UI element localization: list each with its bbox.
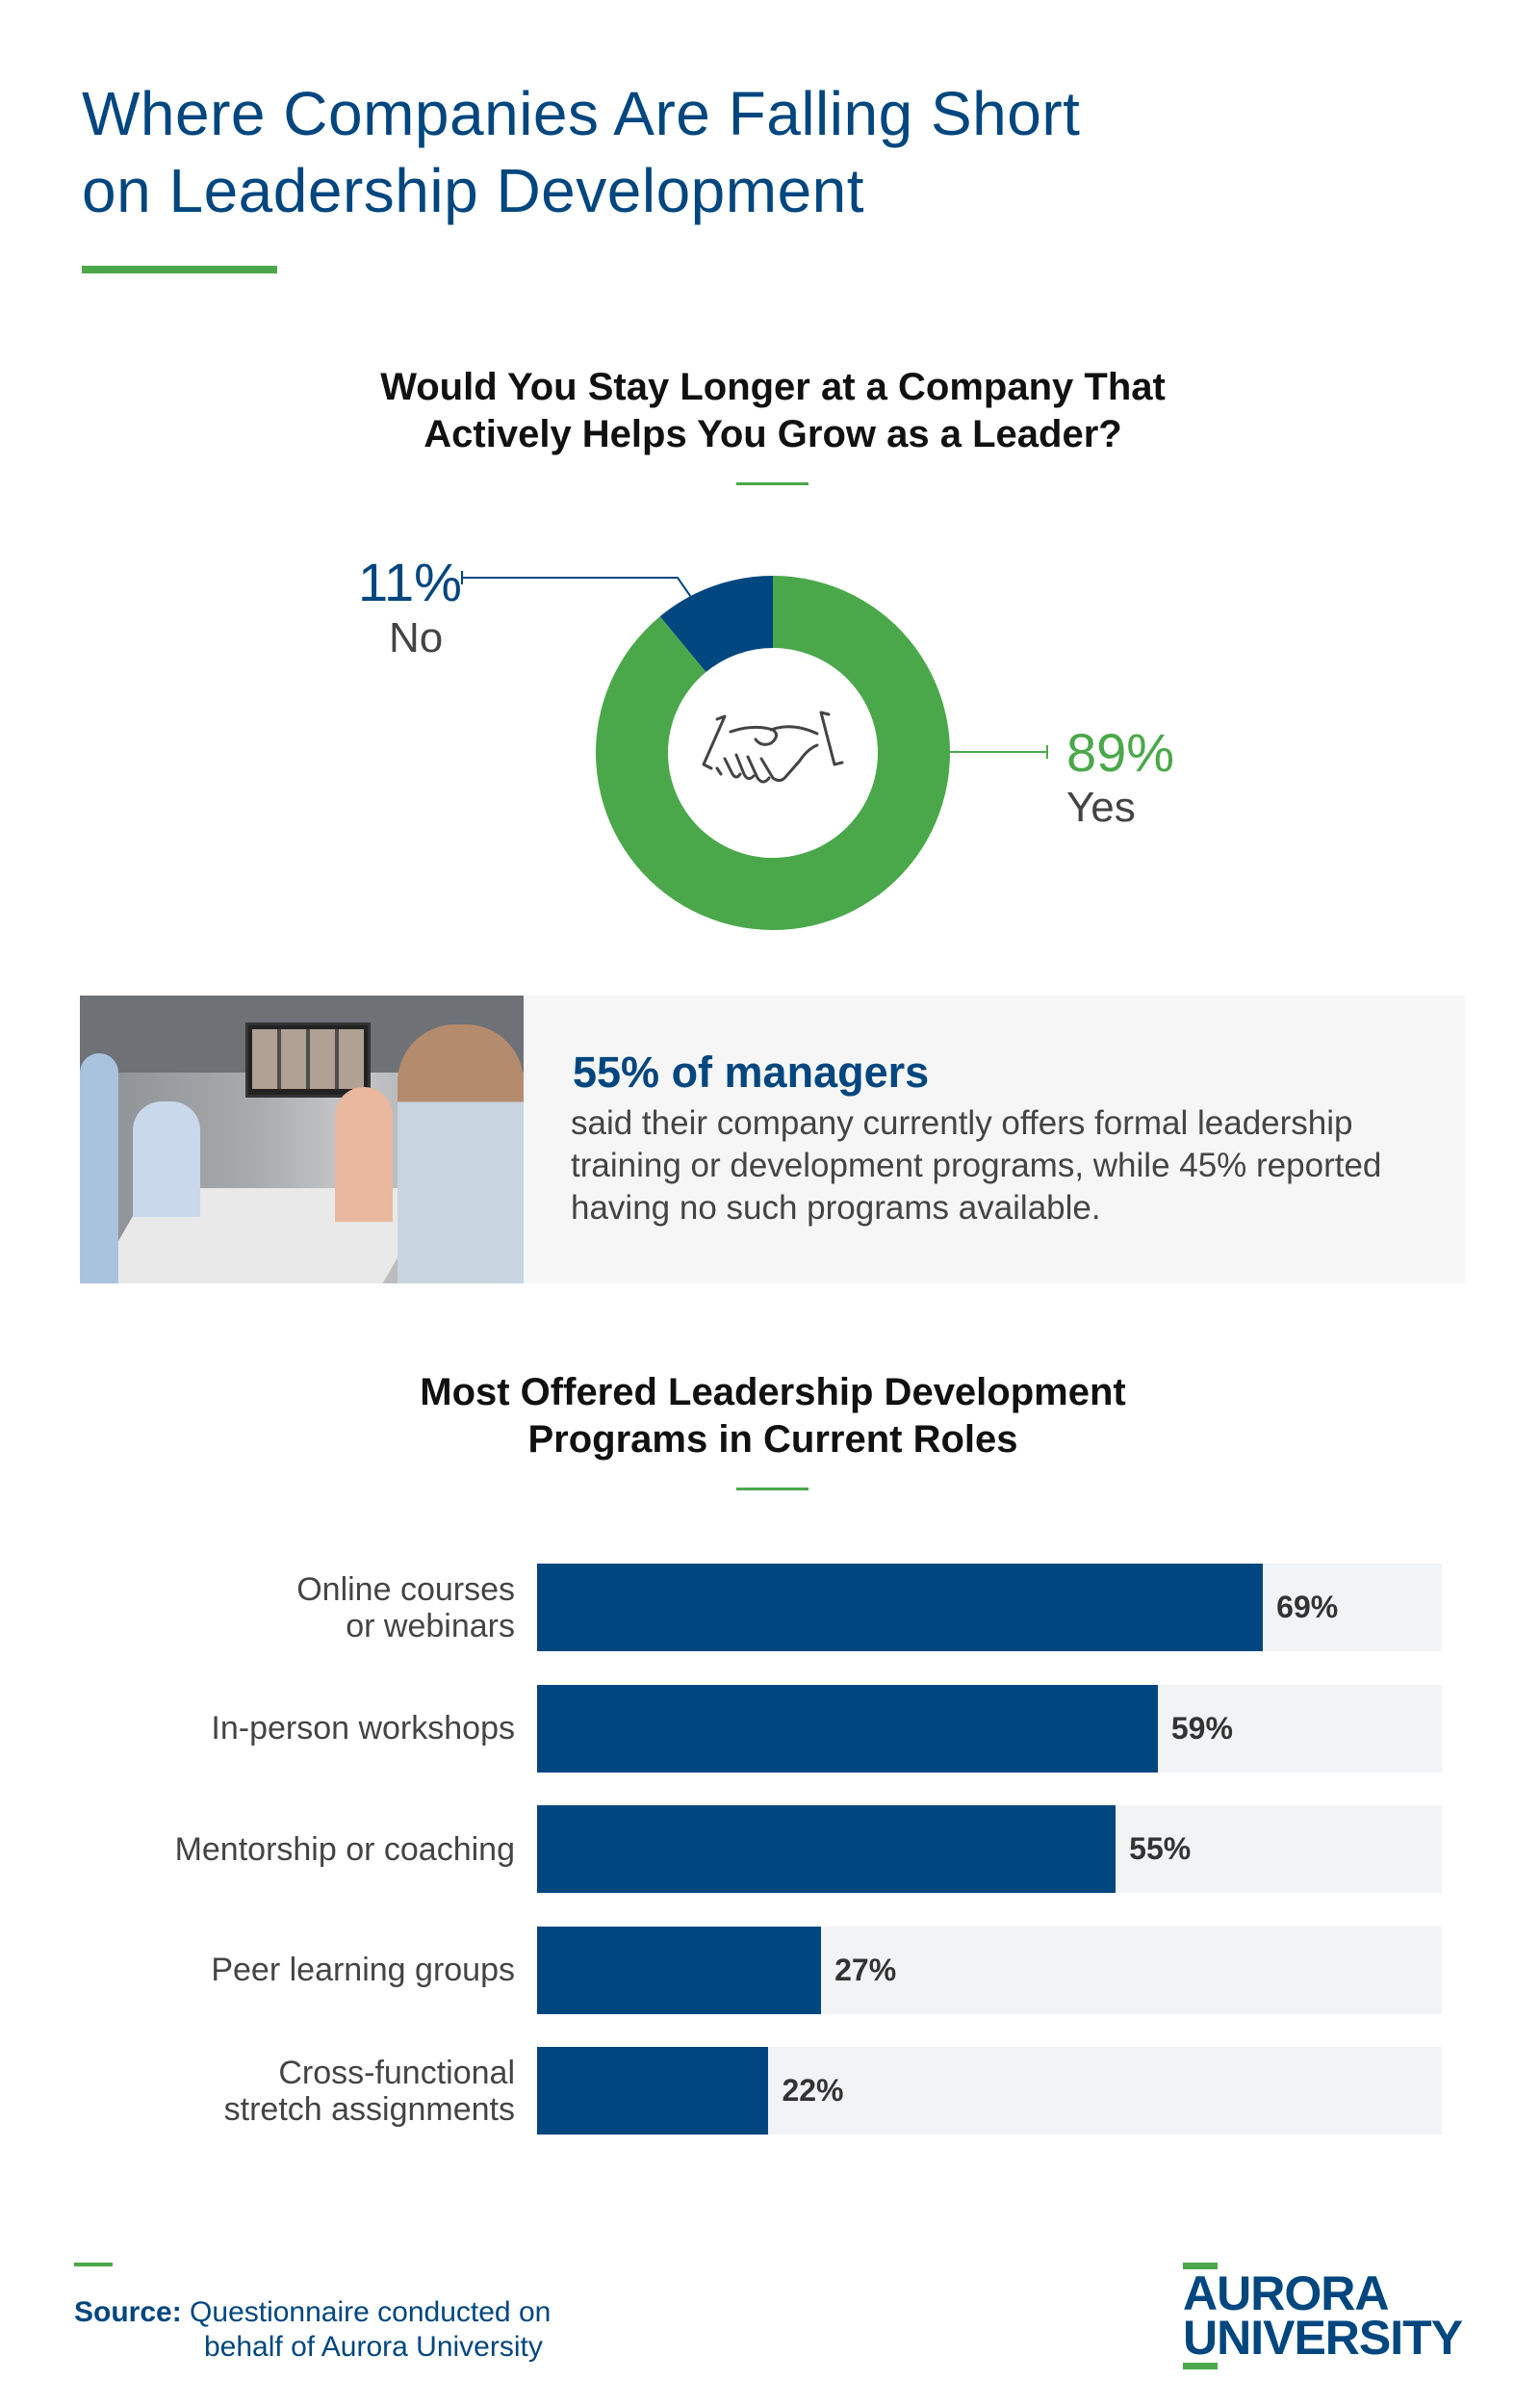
- bar: [537, 1564, 1264, 1651]
- category-line: Online courses: [296, 1570, 515, 1608]
- logo-line: AURORA: [1183, 2266, 1389, 2320]
- category-line: In-person workshops: [211, 1710, 515, 1747]
- video-screen: [245, 1022, 371, 1098]
- bar: [537, 1805, 1116, 1893]
- source-label: Source:: [74, 2296, 182, 2328]
- bar: [537, 1684, 1158, 1773]
- donut-title-divider: [736, 482, 808, 485]
- bar-title-divider: [736, 1488, 808, 1490]
- donut-title-line: Actively Helps You Grow as a Leader?: [424, 413, 1122, 455]
- source-line: behalf of Aurora University: [204, 2331, 543, 2363]
- title-divider: [82, 266, 277, 273]
- bar-title-line: Programs in Current Roles: [527, 1418, 1018, 1461]
- aurora-university-logo: AURORA UNIVERSITY: [1183, 2263, 1491, 2370]
- yes-label: Yes: [1066, 784, 1136, 831]
- donut-title: Would You Stay Longer at a Company That A…: [0, 364, 1540, 458]
- page-title: Where Companies Are Falling Short on Lead…: [82, 75, 1080, 229]
- bar-category-label: Mentorship or coaching: [175, 1831, 515, 1868]
- title-line: on Leadership Development: [82, 156, 865, 225]
- yes-percent: 89%: [1066, 722, 1175, 783]
- title-line: Where Companies Are Falling Short: [82, 79, 1081, 148]
- bar-category-label: In-person workshops: [211, 1710, 515, 1747]
- bar-chart-title: Most Offered Leadership Development Progr…: [0, 1369, 1540, 1463]
- no-percent: 11%: [358, 552, 462, 612]
- bar: [537, 1926, 822, 2014]
- bar-category-label: Peer learning groups: [211, 1952, 515, 1988]
- bar-value-label: 55%: [1129, 1831, 1192, 1866]
- donut-slice-no: [659, 576, 773, 673]
- bar-value-label: 22%: [782, 2073, 844, 2108]
- category-line: Peer learning groups: [211, 1952, 515, 1988]
- no-label: No: [389, 614, 444, 661]
- no-leader-line: [462, 577, 696, 604]
- stat-callout-panel: [524, 996, 1465, 1283]
- source-divider: [74, 2263, 113, 2266]
- category-line: stretch assignments: [223, 2090, 515, 2128]
- source-line: Questionnaire conducted on: [190, 2296, 552, 2328]
- bar-category-label: Cross-functional stretch assignments: [224, 2055, 515, 2128]
- category-line: Cross-functional: [278, 2054, 515, 2091]
- meeting-photo: [80, 996, 524, 1283]
- stat-headline: 55% of managers: [573, 1048, 930, 1097]
- category-line: or webinars: [346, 1607, 515, 1644]
- bar: [537, 2047, 769, 2135]
- bar-value-label: 59%: [1170, 1710, 1233, 1746]
- bar-title-line: Most Offered Leadership Development: [420, 1371, 1126, 1413]
- source-note: Source: Questionnaire conducted on behal…: [74, 2295, 551, 2365]
- handshake-icon: [702, 711, 844, 784]
- donut-title-line: Would You Stay Longer at a Company That: [380, 366, 1166, 408]
- bar-value-label: 27%: [834, 1952, 897, 1987]
- stat-body: said their company currently offers form…: [571, 1104, 1382, 1227]
- bar-category-label: Online courses or webinars: [296, 1571, 515, 1644]
- bar-value-label: 69%: [1276, 1590, 1339, 1624]
- logo-line: UNIVERSITY: [1183, 2311, 1463, 2365]
- donut-slice-yes: [596, 576, 951, 930]
- donut-chart: [461, 571, 1048, 930]
- category-line: Mentorship or coaching: [174, 1830, 515, 1868]
